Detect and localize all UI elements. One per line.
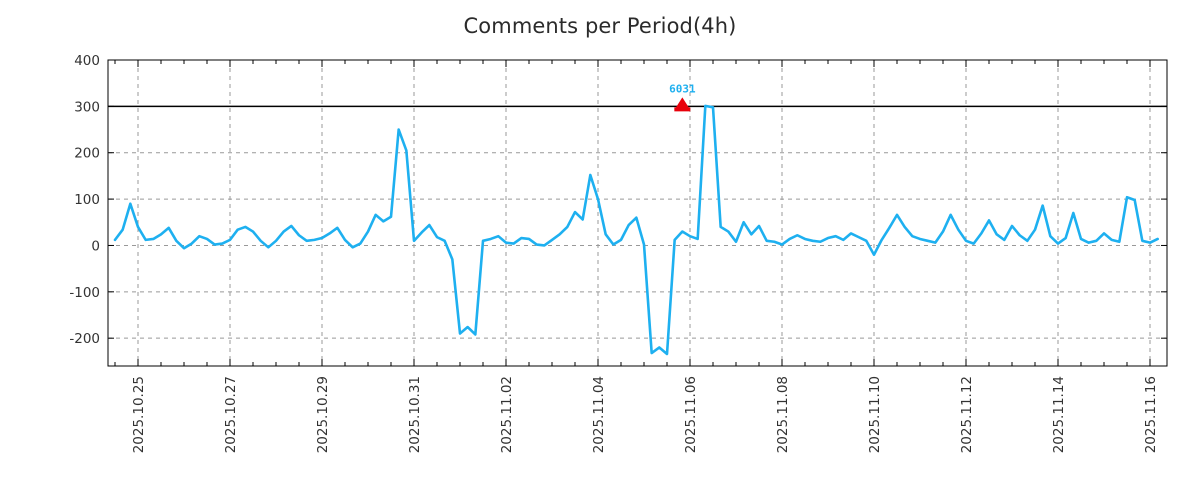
horizontal-gridlines — [108, 152, 1167, 339]
plot-frame — [107, 59, 1168, 367]
x-tick-label: 2025.11.08 — [775, 376, 791, 453]
x-tick-label: 2025.10.25 — [131, 376, 147, 453]
x-tick-label: 2025.10.31 — [407, 376, 423, 453]
y-tick-label: 100 — [74, 192, 100, 208]
chart-title: Comments per Period(4h) — [463, 14, 737, 38]
data-series-line — [113, 104, 1159, 356]
x-axis-minor-ticks — [114, 60, 1128, 366]
peak-annotation: 6031 — [669, 82, 696, 112]
x-axis: 2025.10.25 2025.10.27 2025.10.29 2025.10.31… — [131, 60, 1159, 453]
peak-annotation-label: 6031 — [669, 82, 696, 95]
x-tick-label: 2025.11.14 — [1051, 376, 1067, 453]
x-tick-label: 2025.11.02 — [499, 376, 515, 453]
x-tick-label: 2025.11.04 — [591, 376, 607, 453]
y-tick-label: -100 — [69, 285, 100, 301]
peak-marker-triangle-icon — [675, 97, 690, 109]
x-tick-label: 2025.10.29 — [315, 376, 331, 453]
y-tick-label: 400 — [74, 53, 100, 69]
x-tick-label: 2025.11.10 — [867, 376, 883, 453]
y-tick-label: 300 — [74, 99, 100, 115]
y-tick-label: 0 — [91, 238, 100, 254]
x-tick-label: 2025.11.06 — [683, 376, 699, 453]
y-tick-label: 200 — [74, 146, 100, 162]
x-tick-label: 2025.11.16 — [1143, 376, 1159, 453]
x-tick-label: 2025.10.27 — [223, 376, 239, 453]
x-tick-label: 2025.11.12 — [959, 376, 975, 453]
y-axis: 400 300 200 100 0 -100 -200 — [69, 53, 1167, 347]
y-tick-label: -200 — [69, 331, 100, 347]
